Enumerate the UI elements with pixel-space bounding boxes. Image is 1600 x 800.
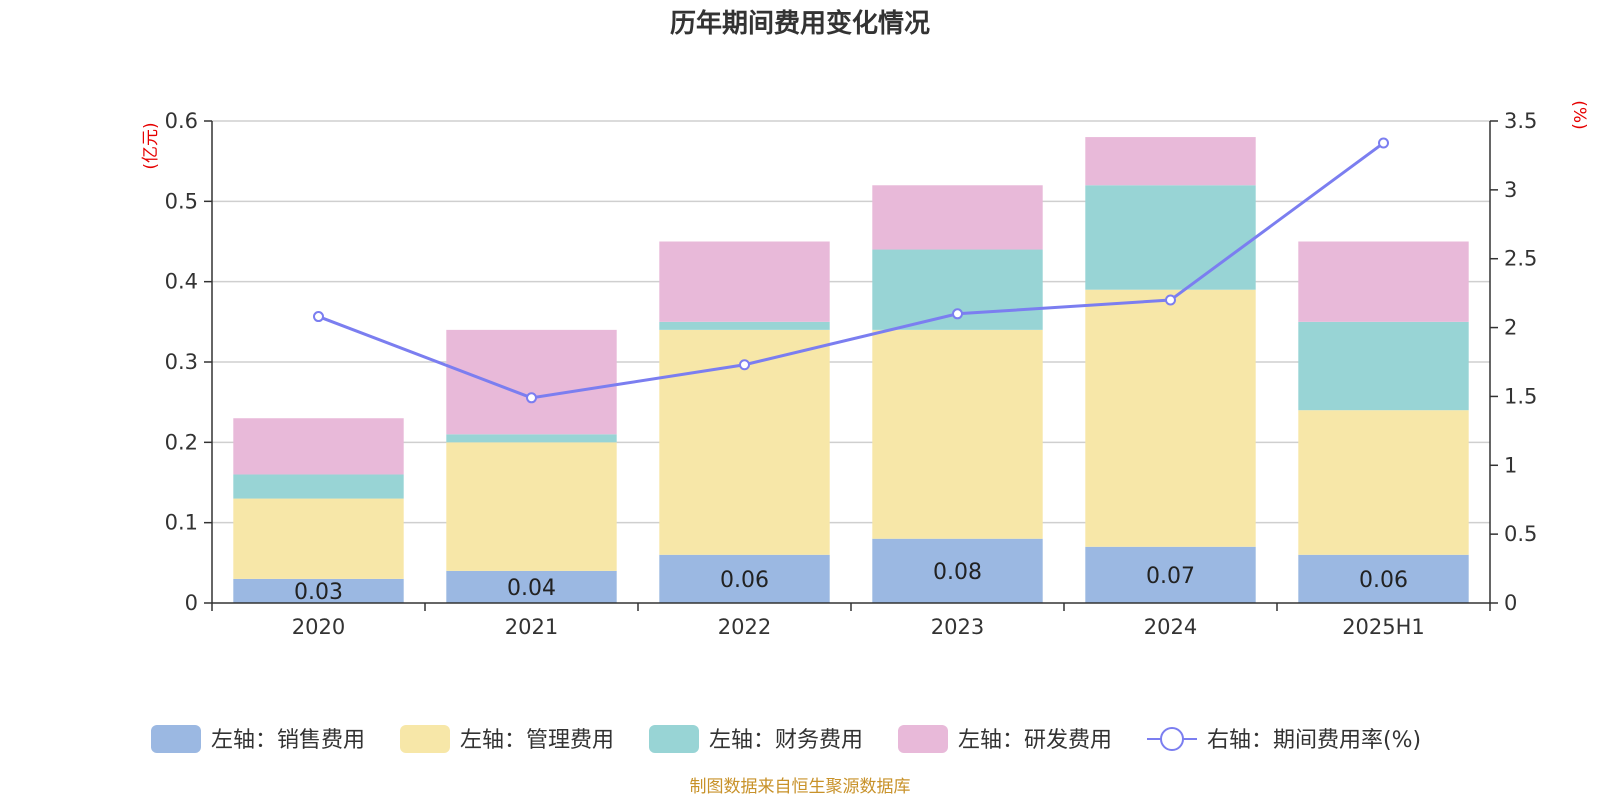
- legend-item: 右轴：期间费用率(%): [1147, 727, 1421, 753]
- left-tick-label: 0.2: [165, 430, 198, 454]
- bar-segment: [446, 329, 617, 435]
- bar-segment: [446, 442, 617, 571]
- bar-segment: [233, 418, 404, 475]
- bar-segment: [1085, 546, 1256, 603]
- bar-segment: [1298, 410, 1469, 555]
- legend-item: 左轴：研发费用: [898, 725, 1112, 753]
- line-point: [1378, 137, 1389, 149]
- left-tick-label: 0.5: [165, 189, 198, 213]
- bar-data-label: 0.08: [933, 560, 982, 585]
- bar-segment: [233, 474, 404, 499]
- legend: 左轴：销售费用 左轴：管理费用 左轴：财务费用 左轴：研发费用 右轴：期间费用率(%): [151, 725, 1421, 753]
- bar-data-label: 0.04: [507, 576, 556, 601]
- line-point: [313, 311, 324, 323]
- x-tick-label: 2025H1: [1342, 615, 1425, 639]
- right-tick-label: 3.5: [1504, 109, 1537, 133]
- legend-label: 左轴：管理费用: [460, 728, 614, 753]
- right-tick-label: 0: [1504, 591, 1517, 615]
- x-tick-label: 2022: [718, 615, 771, 639]
- legend-item: 左轴：销售费用: [151, 725, 365, 753]
- bar-segment: [872, 538, 1043, 603]
- right-tick-label: 1.5: [1504, 384, 1537, 408]
- bar-segment: [1085, 185, 1256, 290]
- line-path: [317, 141, 1385, 400]
- bar-segment: [446, 570, 617, 603]
- bar-segment: [1085, 137, 1256, 186]
- legend-label: 左轴：销售费用: [211, 728, 365, 753]
- right-tick-label: 1: [1504, 453, 1517, 477]
- left-tick-label: 0.3: [165, 350, 198, 374]
- line-point: [739, 359, 750, 371]
- bar-data-label: 0.07: [1146, 564, 1195, 589]
- legend-label: 左轴：财务费用: [709, 728, 863, 753]
- x-tick-label: 2021: [505, 615, 558, 639]
- axes: 0 0.1 0.2 0.3 0.4 0.5 0.6 0 0.5 1 1.5 2 2.5 3 3.5 2020 2…: [165, 109, 1538, 639]
- bar-segment: [233, 578, 404, 603]
- bar-series: [233, 137, 1469, 603]
- legend-item: 左轴：管理费用: [400, 725, 614, 753]
- legend-swatch: [151, 725, 201, 753]
- source-note: 制图数据来自恒生聚源数据库: [690, 777, 911, 797]
- line-point: [1165, 294, 1176, 306]
- legend-label: 右轴：期间费用率(%): [1207, 728, 1421, 753]
- gridlines: [212, 120, 1490, 524]
- left-tick-label: 0.4: [165, 270, 198, 294]
- right-tick-label: 2.5: [1504, 247, 1537, 271]
- legend-swatch: [400, 725, 450, 753]
- bar-segment: [872, 185, 1043, 250]
- right-tick-label: 2: [1504, 316, 1517, 340]
- legend-swatch: [649, 725, 699, 753]
- bar-data-label: 0.03: [294, 580, 343, 605]
- bar-segment: [1085, 289, 1256, 547]
- line-series: [313, 137, 1389, 404]
- bar-segment: [1298, 554, 1469, 603]
- right-tick-label: 0.5: [1504, 522, 1537, 546]
- legend-label: 左轴：研发费用: [958, 728, 1112, 753]
- legend-marker: [1160, 727, 1184, 751]
- left-tick-label: 0.6: [165, 109, 198, 133]
- x-tick-label: 2020: [292, 615, 345, 639]
- bar-segment: [1298, 321, 1469, 411]
- bar-segment: [659, 241, 830, 322]
- bar-segment: [659, 554, 830, 603]
- left-tick-label: 0: [185, 591, 198, 615]
- x-tick-label: 2023: [931, 615, 984, 639]
- x-tick-label: 2024: [1144, 615, 1197, 639]
- legend-item: 左轴：财务费用: [649, 725, 863, 753]
- bar-segment: [233, 498, 404, 579]
- bar-data-label: 0.06: [720, 568, 769, 593]
- bar-segment: [446, 434, 617, 443]
- bar-segment: [659, 321, 830, 330]
- line-point: [526, 392, 537, 404]
- data-labels: 0.03 0.04 0.06 0.08 0.07 0.06: [294, 560, 1408, 605]
- right-axis-unit: (%): [1569, 100, 1589, 129]
- chart-title: 历年期间费用变化情况: [670, 8, 930, 39]
- left-tick-label: 0.1: [165, 511, 198, 535]
- left-axis-unit: (亿元): [141, 122, 161, 169]
- right-tick-label: 3: [1504, 178, 1517, 202]
- bar-data-label: 0.06: [1359, 568, 1408, 593]
- bar-segment: [872, 329, 1043, 539]
- bar-segment: [1298, 241, 1469, 322]
- line-point: [952, 308, 963, 320]
- legend-swatch: [898, 725, 948, 753]
